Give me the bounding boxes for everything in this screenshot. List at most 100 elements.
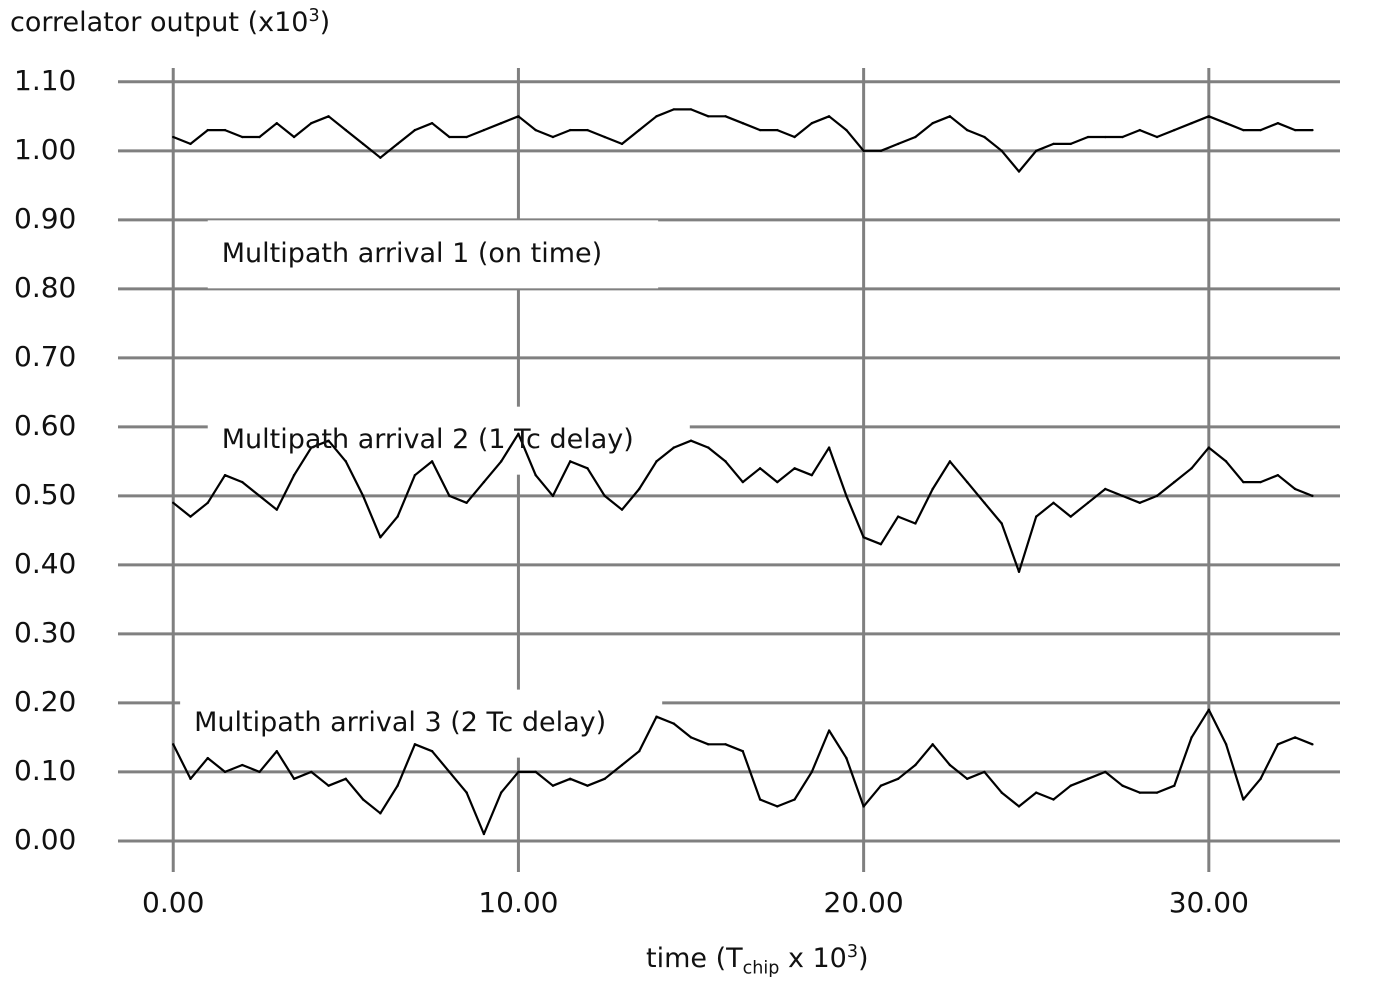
series-1-point <box>965 128 969 132</box>
series-1-point <box>776 128 779 132</box>
series-3-point <box>862 805 865 808</box>
series-2-point <box>172 501 175 504</box>
series-3-point <box>603 777 606 781</box>
annotation-1: Multipath arrival 1 (on time) <box>222 238 602 269</box>
series-2-point <box>534 473 537 477</box>
y-tick-labels: 0.00 0.10 0.20 0.30 0.40 0.50 0.60 0.70 0.80 0.90… <box>14 64 76 856</box>
series-1-point <box>758 128 762 132</box>
series-2-point <box>258 494 261 498</box>
series-3-point <box>1138 791 1141 794</box>
series-1-point <box>672 108 675 111</box>
series-3-point <box>1086 777 1090 781</box>
y-tick-label: 0.50 <box>14 478 76 511</box>
series-2-point <box>569 460 572 463</box>
series-3-point <box>948 763 952 767</box>
series-3-point <box>241 763 244 767</box>
series-3-point <box>810 770 814 774</box>
series-1-point <box>862 149 865 153</box>
series-2-point <box>396 515 399 518</box>
series-1-point <box>914 135 917 139</box>
series-3-point <box>1155 791 1159 794</box>
series-3-point <box>1293 736 1297 739</box>
series-1-point <box>1086 135 1090 139</box>
series-3-point <box>223 770 227 774</box>
series-3-point <box>172 743 175 746</box>
series-2-point <box>1224 460 1228 463</box>
series-1-point <box>1224 122 1228 125</box>
series-2-point <box>741 480 745 484</box>
series-3-point <box>1121 784 1124 787</box>
series-3-point <box>1104 770 1107 774</box>
series-3-point <box>482 832 486 836</box>
series-group <box>172 108 1314 836</box>
series-2-point <box>206 501 209 504</box>
series-2-point <box>189 515 192 518</box>
series-3-point <box>327 784 330 787</box>
series-1-point <box>172 135 175 139</box>
series-3-point <box>672 722 675 725</box>
series-3-point <box>1207 708 1211 712</box>
series-2-point <box>499 460 503 463</box>
y-tick-label: 0.10 <box>14 754 76 787</box>
series-1-point <box>638 128 641 132</box>
y-axis-label-exponent: 3 <box>308 6 320 26</box>
x-axis-label-close: ) <box>858 943 869 974</box>
series-2-point <box>1052 501 1055 504</box>
y-tick-label: 1.00 <box>14 133 76 166</box>
series-2-point <box>638 487 641 491</box>
y-tick-label: 0.20 <box>14 685 76 718</box>
series-1-point <box>1104 135 1107 139</box>
series-1-point <box>206 128 209 132</box>
series-1-point <box>1155 135 1159 139</box>
x-tick-label: 30.00 <box>1169 886 1249 919</box>
series-1-point <box>344 128 348 132</box>
series-3-point <box>586 784 589 787</box>
series-2-point <box>1173 480 1176 484</box>
series-2-point <box>517 432 520 435</box>
series-3-point <box>1017 805 1021 808</box>
series-3-point <box>189 777 192 781</box>
series-3-point <box>707 743 710 746</box>
series-1-point <box>534 128 537 132</box>
series-2-point <box>551 494 555 498</box>
series-3-point <box>258 770 261 774</box>
series-1-point <box>361 142 365 146</box>
series-2-point <box>896 515 900 518</box>
series-2-point <box>655 460 658 463</box>
series-2-point <box>965 480 969 484</box>
series-3-point <box>413 743 417 746</box>
series-1-point <box>1311 128 1314 132</box>
series-2-point <box>914 522 917 525</box>
series-2-point <box>1086 501 1090 504</box>
series-2-point <box>1311 494 1314 498</box>
series-3-point <box>465 791 468 794</box>
series-3-point <box>620 763 624 767</box>
series-2-point <box>672 446 675 449</box>
series-3-point <box>206 756 209 760</box>
y-tick-label: 0.30 <box>14 616 76 649</box>
series-2-point <box>1104 487 1107 491</box>
series-1-point <box>275 122 278 125</box>
series-3-point <box>551 784 555 787</box>
series-1-point <box>413 128 417 132</box>
series-2-point <box>827 446 831 449</box>
series-3-point <box>534 770 537 774</box>
series-1-point <box>620 142 624 146</box>
series-2-point <box>845 494 848 498</box>
series-3-point <box>1190 736 1193 739</box>
series-1-point <box>1293 128 1297 132</box>
series-3-point <box>430 750 434 753</box>
series-1-point <box>1052 142 1055 146</box>
y-tick-label: 0.60 <box>14 409 76 442</box>
series-1-point <box>1259 128 1262 132</box>
y-tick-label: 0.80 <box>14 271 76 304</box>
series-3-point <box>499 791 503 794</box>
series-2-point <box>1293 487 1297 491</box>
series-2-point <box>948 460 952 463</box>
series-3-point <box>965 777 969 781</box>
series-3-point <box>638 750 641 753</box>
series-1-point <box>241 135 244 139</box>
series-3-point <box>1224 743 1228 746</box>
series-3-point <box>1069 784 1072 787</box>
